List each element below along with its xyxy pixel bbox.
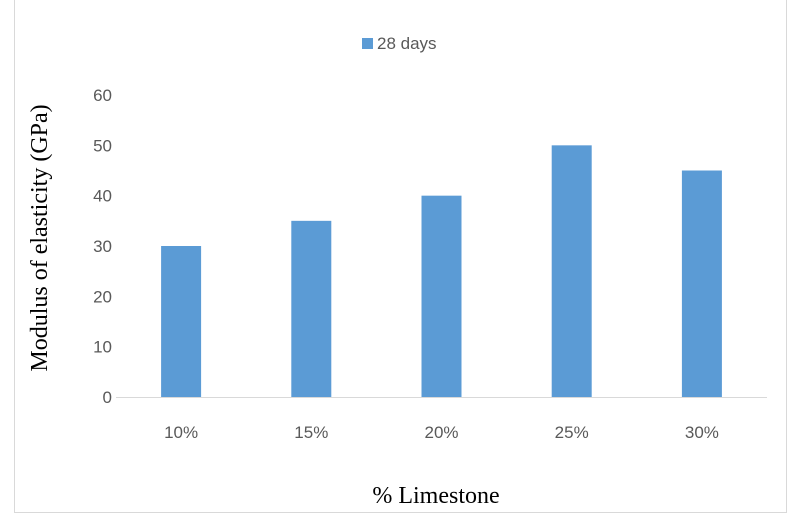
y-axis-ticks: 0 10 20 30 40 50 60	[93, 86, 112, 407]
y-tick-label: 10	[93, 338, 112, 357]
y-axis-title: Modulus of elasticity (GPa)	[27, 104, 53, 371]
x-tick-label: 25%	[555, 423, 589, 442]
y-tick-label: 40	[93, 187, 112, 206]
y-tick-label: 50	[93, 136, 112, 155]
x-tick-label: 15%	[294, 423, 328, 442]
chart-frame	[14, 0, 787, 513]
x-tick-label: 10%	[164, 423, 198, 442]
x-tick-label: 20%	[424, 423, 458, 442]
legend-swatch	[362, 38, 373, 49]
x-tick-label: 30%	[685, 423, 719, 442]
bar-25-percent	[551, 145, 592, 397]
y-tick-label: 20	[93, 287, 112, 306]
y-tick-label: 30	[93, 237, 112, 256]
bar-10-percent	[161, 246, 202, 397]
legend-label-28-days: 28 days	[377, 34, 437, 53]
x-axis-title: % Limestone	[372, 483, 499, 509]
bar-20-percent	[421, 195, 462, 397]
legend: 28 days	[362, 34, 437, 53]
bar-30-percent	[681, 170, 722, 397]
bars	[161, 145, 722, 397]
y-tick-label: 60	[93, 86, 112, 105]
bar-15-percent	[291, 220, 332, 397]
x-axis-ticks: 10% 15% 20% 25% 30%	[164, 423, 719, 442]
y-tick-label: 0	[103, 388, 112, 407]
